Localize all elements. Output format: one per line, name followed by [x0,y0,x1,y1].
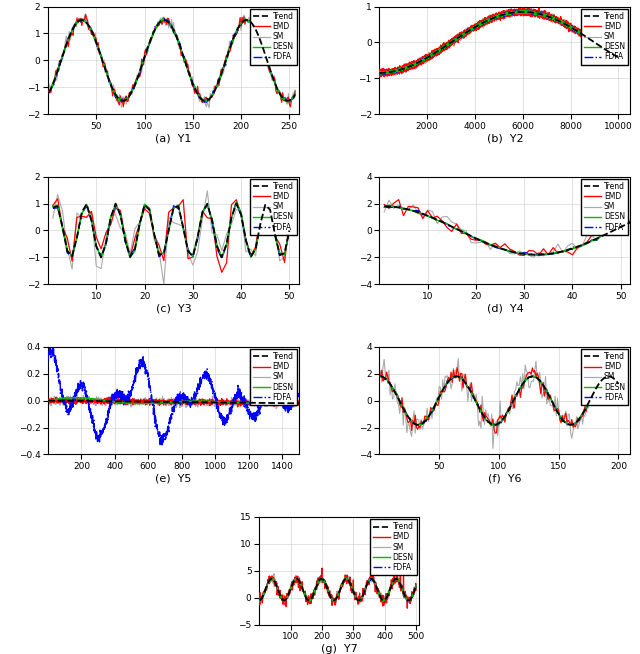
X-axis label: (g)  Y7: (g) Y7 [321,644,358,654]
Legend: Trend, EMD, SM, DESN, FDFA: Trend, EMD, SM, DESN, FDFA [250,349,297,405]
X-axis label: (a)  Y1: (a) Y1 [156,133,192,144]
Legend: Trend, EMD, SM, DESN, FDFA: Trend, EMD, SM, DESN, FDFA [250,179,297,235]
X-axis label: (b)  Y2: (b) Y2 [486,133,523,144]
Legend: Trend, EMD, SM, DESN, FDFA: Trend, EMD, SM, DESN, FDFA [581,9,628,65]
Legend: Trend, EMD, SM, DESN, FDFA: Trend, EMD, SM, DESN, FDFA [581,349,628,405]
X-axis label: (f)  Y6: (f) Y6 [488,474,522,484]
X-axis label: (e)  Y5: (e) Y5 [156,474,192,484]
Legend: Trend, EMD, SM, DESN, FDFA: Trend, EMD, SM, DESN, FDFA [581,179,628,235]
Legend: Trend, EMD, SM, DESN, FDFA: Trend, EMD, SM, DESN, FDFA [250,9,297,65]
Legend: Trend, EMD, SM, DESN, FDFA: Trend, EMD, SM, DESN, FDFA [370,519,417,575]
X-axis label: (c)  Y3: (c) Y3 [156,303,191,314]
X-axis label: (d)  Y4: (d) Y4 [486,303,524,314]
